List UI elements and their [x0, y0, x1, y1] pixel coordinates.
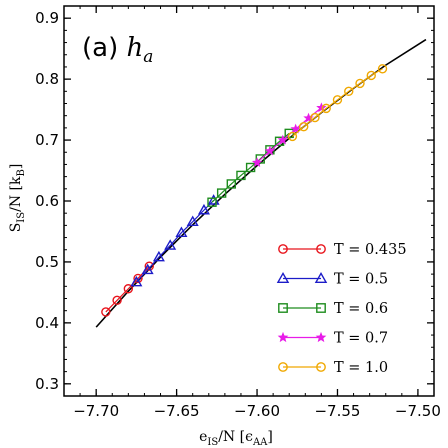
data-point: [377, 64, 388, 74]
y-tick-label: 0.3: [35, 375, 59, 393]
data-point: [216, 188, 227, 198]
legend-entry: T = 0.6: [278, 301, 388, 317]
legend-marker: [315, 331, 327, 343]
data-point: [245, 162, 256, 173]
series-0: [101, 261, 154, 317]
y-tick-label: 0.5: [35, 253, 59, 271]
series-layer: [101, 64, 388, 317]
data-point: [264, 145, 276, 156]
legend-entry: T = 0.5: [276, 272, 388, 288]
x-tick-label: −7.60: [234, 402, 280, 420]
y-tick-label: 0.9: [35, 9, 59, 27]
data-point: [316, 102, 327, 113]
panel-label-text: (a): [82, 33, 126, 63]
data-point: [287, 131, 298, 142]
data-point: [277, 134, 288, 145]
x-tick-label: −7.55: [314, 402, 360, 420]
panel-label: (a) ha: [82, 33, 153, 67]
data-point: [101, 307, 111, 317]
data-point: [164, 239, 177, 250]
legend-entry: T = 0.7: [277, 331, 388, 347]
legend: T = 0.435 T = 0.5 T = 0.6 T = 0.7 T = 1.0: [276, 242, 407, 376]
legend-label: T = 0.6: [334, 301, 388, 317]
panel-label-symbol: h: [126, 33, 143, 63]
panel-label-subscript: a: [143, 47, 153, 67]
data-point: [197, 203, 210, 215]
series-4: [287, 64, 388, 142]
data-point: [236, 170, 246, 181]
data-point: [344, 86, 354, 97]
legend-label: T = 1.0: [334, 360, 388, 376]
legend-entry: T = 1.0: [278, 360, 388, 376]
series-1: [130, 194, 220, 287]
data-point: [290, 123, 301, 134]
data-point: [112, 295, 122, 306]
legend-label: T = 0.7: [334, 331, 388, 347]
data-point: [310, 112, 320, 123]
y-axis-label: SIS/N [kB]: [8, 164, 27, 233]
legend-marker: [278, 362, 288, 372]
data-point: [141, 263, 154, 275]
data-point: [226, 179, 237, 189]
ticks-layer: −7.70 −7.65 −7.60 −7.55 −7.50 0.3 0.4 0.5 0.6 0.7…: [35, 5, 441, 420]
legend-label: T = 0.5: [334, 272, 388, 288]
legend-label: T = 0.435: [334, 242, 407, 258]
data-point: [186, 215, 199, 227]
legend-entry: T = 0.435: [278, 242, 407, 258]
x-tick-label: −7.65: [154, 402, 200, 420]
data-point: [144, 261, 154, 271]
data-point: [251, 157, 263, 167]
y-tick-label: 0.4: [35, 314, 59, 332]
legend-marker: [316, 303, 326, 313]
x-axis-label: eIS/N [ϵAA]: [199, 429, 273, 448]
data-point: [284, 128, 294, 139]
y-tick-label: 0.8: [35, 70, 59, 88]
x-tick-label: −7.70: [73, 402, 119, 420]
data-point: [332, 95, 343, 105]
y-tick-label: 0.6: [35, 192, 59, 210]
y-tick-label: 0.7: [35, 131, 59, 149]
legend-marker: [278, 244, 288, 254]
legend-marker: [314, 272, 328, 283]
legend-marker: [316, 362, 326, 372]
data-point: [321, 103, 331, 114]
legend-marker: [276, 272, 290, 283]
legend-marker: [278, 303, 288, 313]
x-tick-label: −7.50: [395, 402, 441, 420]
data-point: [152, 250, 165, 262]
data-point: [298, 121, 309, 132]
series-line: [211, 132, 290, 203]
data-point: [355, 78, 365, 89]
data-point: [366, 70, 376, 81]
series-line: [135, 199, 215, 283]
data-point: [207, 197, 217, 207]
series-line: [105, 265, 150, 313]
data-point: [175, 226, 188, 237]
data-point: [123, 284, 134, 294]
legend-marker: [277, 331, 289, 343]
series-2: [207, 128, 294, 207]
data-point: [255, 154, 265, 164]
data-point: [133, 273, 143, 284]
data-point: [130, 275, 143, 287]
data-point: [303, 112, 314, 123]
legend-marker: [316, 244, 326, 254]
